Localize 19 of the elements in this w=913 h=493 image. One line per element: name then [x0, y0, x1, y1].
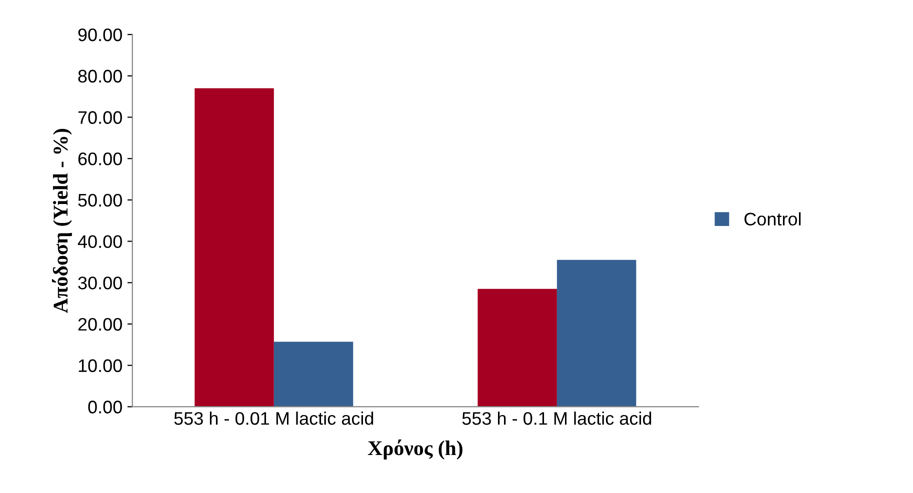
y-tick-label: 80.00 — [78, 70, 122, 83]
y-tick-label: 10.00 — [78, 359, 122, 372]
y-tick-label: 30.00 — [78, 276, 122, 290]
bar — [194, 88, 274, 407]
y-tick-label: 20.00 — [78, 318, 122, 331]
y-tick-label: 50.00 — [78, 194, 122, 207]
bar — [274, 342, 354, 407]
x-axis-title: Χρόνος (h) — [368, 440, 462, 460]
y-tick-label: 90.00 — [78, 28, 122, 42]
y-tick-label: 70.00 — [78, 111, 122, 124]
y-tick-label: 0.00 — [88, 400, 122, 414]
y-tick-label: 40.00 — [78, 235, 122, 248]
y-axis-title: Απόδοση (Yield - %) — [52, 128, 72, 314]
bar — [478, 288, 557, 407]
x-tick-label: 553 h - 0.01 M lactic acid — [174, 412, 374, 425]
x-tick-label: 553 h - 0.1 M lactic acid — [462, 412, 652, 425]
y-tick-label: 60.00 — [78, 152, 122, 166]
legend-label: Control — [744, 212, 801, 226]
bar — [556, 260, 636, 407]
